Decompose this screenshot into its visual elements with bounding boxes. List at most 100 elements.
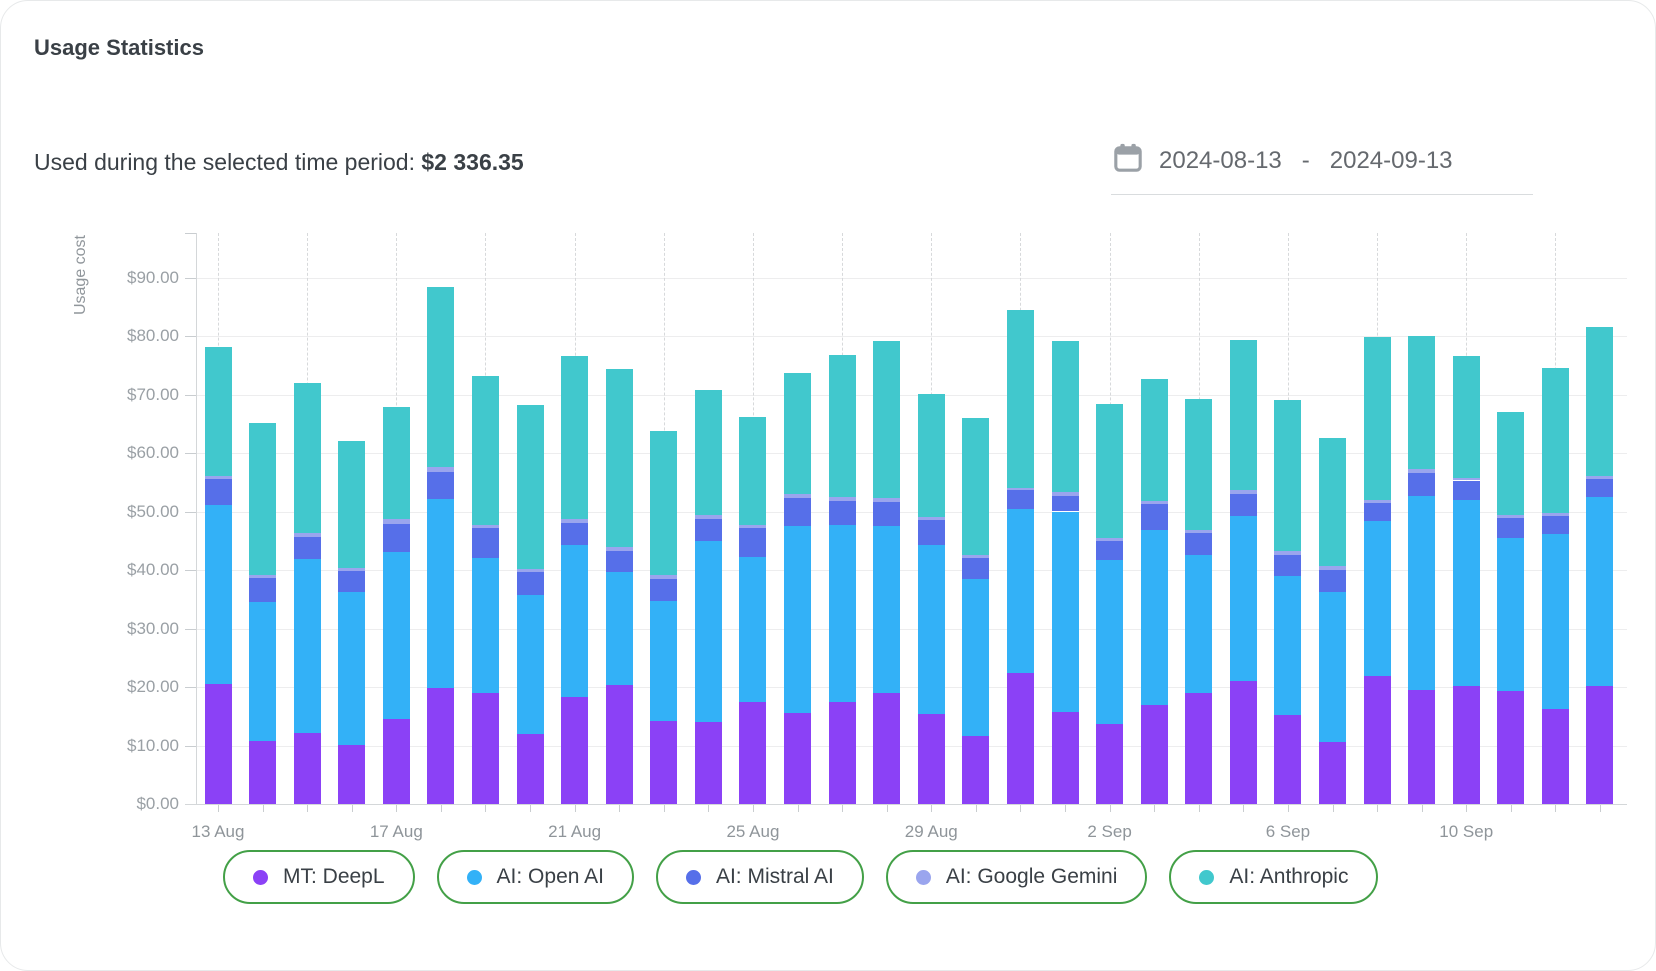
bar-stack[interactable]	[293, 383, 321, 804]
bar-stack[interactable]	[1586, 327, 1614, 804]
bar-stack[interactable]	[1185, 399, 1213, 804]
x-axis-tick	[530, 805, 532, 812]
bar-segment	[1051, 711, 1079, 804]
x-axis-tick	[262, 805, 264, 812]
legend-label: AI: Anthropic	[1229, 865, 1349, 888]
y-axis-tick	[185, 687, 196, 688]
bar-segment	[784, 372, 812, 494]
bar-segment	[962, 417, 990, 555]
bar-segment	[962, 558, 990, 580]
bar-stack[interactable]	[1541, 368, 1569, 804]
bar-stack[interactable]	[1452, 356, 1480, 804]
bar-segment	[828, 702, 856, 804]
bar-segment	[338, 745, 366, 804]
bar-stack[interactable]	[1319, 437, 1346, 804]
y-axis-cap-tick	[185, 233, 196, 234]
bar-stack[interactable]	[382, 407, 410, 804]
y-tick-label: $90.00	[127, 267, 179, 287]
bar-stack[interactable]	[694, 389, 722, 804]
bar-stack[interactable]	[1140, 378, 1168, 804]
y-gridline	[196, 745, 1627, 747]
bar-segment	[1051, 492, 1079, 496]
bar-stack[interactable]	[471, 375, 499, 804]
bar-stack[interactable]	[650, 431, 678, 804]
bar-stack[interactable]	[561, 355, 589, 804]
y-gridline	[196, 277, 1627, 279]
x-tick-label: 2 Sep	[1087, 822, 1132, 841]
y-gridline	[196, 628, 1627, 630]
x-axis-tick	[931, 805, 933, 812]
bar-stack[interactable]	[784, 372, 812, 804]
bar-segment	[561, 355, 589, 520]
x-axis-line	[185, 804, 1627, 805]
bar-segment	[828, 524, 856, 703]
bar-segment	[1185, 529, 1213, 534]
x-tick-label: 29 Aug	[904, 822, 958, 841]
bar-segment	[427, 467, 455, 472]
bar-segment	[561, 544, 589, 697]
bar-segment	[1452, 356, 1480, 478]
bar-segment	[694, 389, 722, 515]
x-axis-tick	[1421, 805, 1423, 812]
legend-pill-mt-deepl[interactable]: MT: DeepL	[223, 850, 415, 904]
bar-stack[interactable]	[249, 422, 277, 804]
y-tick-label: $50.00	[127, 501, 179, 521]
y-axis-tick	[185, 453, 196, 454]
bar-segment	[739, 556, 767, 703]
y-axis-tick	[185, 511, 196, 513]
bar-stack[interactable]	[1363, 336, 1391, 804]
legend-pill-ai-open-ai[interactable]: AI: Open AI	[436, 850, 634, 904]
legend-label: MT: DeepL	[283, 865, 385, 888]
bar-stack[interactable]	[962, 417, 990, 804]
date-range-start[interactable]: 2024-08-13	[1159, 146, 1282, 174]
bar-segment	[1497, 517, 1525, 539]
bar-stack[interactable]	[605, 369, 633, 804]
bar-stack[interactable]	[1006, 309, 1034, 804]
bar-stack[interactable]	[1229, 340, 1257, 804]
y-axis-line	[196, 233, 197, 804]
legend-pill-ai-anthropic[interactable]: AI: Anthropic	[1169, 850, 1379, 904]
date-range-end[interactable]: 2024-09-13	[1329, 146, 1453, 174]
x-axis-tick	[1065, 805, 1067, 812]
bar-stack[interactable]	[1274, 400, 1302, 804]
bar-stack[interactable]	[338, 440, 366, 804]
legend-pill-ai-google-gemini[interactable]: AI: Google Gemini	[885, 850, 1148, 904]
bar-segment	[427, 688, 455, 804]
bar-stack[interactable]	[1096, 404, 1124, 804]
x-axis-tick	[797, 805, 799, 812]
x-axis-tick	[1287, 805, 1289, 812]
bar-stack[interactable]	[427, 287, 455, 804]
bar-segment	[650, 601, 678, 721]
bar-stack[interactable]	[917, 393, 945, 804]
bar-stack[interactable]	[516, 405, 544, 804]
bar-stack[interactable]	[1408, 336, 1436, 804]
legend-pill-ai-mistral-ai[interactable]: AI: Mistral AI	[655, 850, 864, 904]
bar-segment	[1274, 551, 1302, 555]
bar-stack[interactable]	[873, 341, 901, 804]
bar-stack[interactable]	[204, 346, 232, 804]
summary-line: Used during the selected time period: $2…	[34, 149, 524, 176]
bar-segment	[561, 696, 589, 804]
bar-segment	[1319, 570, 1346, 592]
date-range-picker[interactable]: 2024-08-13 - 2024-09-13	[1111, 141, 1533, 195]
bar-segment	[917, 516, 945, 521]
bar-stack[interactable]	[739, 416, 767, 804]
bar-segment	[1229, 340, 1257, 491]
bar-segment	[828, 354, 856, 498]
x-axis-tick	[1555, 805, 1557, 812]
bar-segment	[605, 550, 633, 573]
bar-segment	[249, 422, 277, 576]
bar-stack[interactable]	[1497, 412, 1525, 804]
bar-stack[interactable]	[1051, 341, 1079, 804]
bar-segment	[1229, 681, 1257, 804]
bar-segment	[1140, 500, 1168, 505]
bar-segment	[1185, 533, 1213, 555]
x-tick-label: 25 Aug	[726, 822, 780, 841]
bar-segment	[1229, 515, 1257, 682]
bar-segment	[1229, 493, 1257, 516]
x-tick-label: 21 Aug	[548, 822, 602, 841]
bar-segment	[1319, 591, 1346, 742]
bar-stack[interactable]	[828, 354, 856, 804]
y-gridline	[196, 511, 1627, 513]
